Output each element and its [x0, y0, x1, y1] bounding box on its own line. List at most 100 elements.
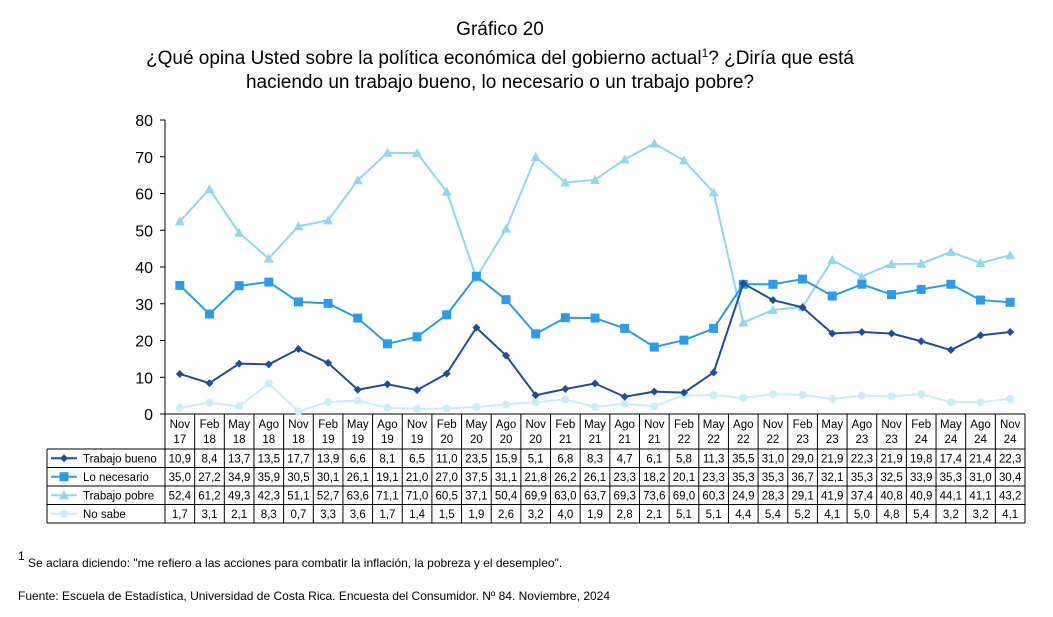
- data-point-lo-necesario: [827, 291, 837, 301]
- table-cell-no-sabe: 1,5: [439, 509, 455, 521]
- x-tick-label-month: Ago: [496, 419, 516, 431]
- table-cell-no-sabe: 3,1: [201, 509, 217, 521]
- x-tick-label-month: Nov: [881, 419, 902, 431]
- footnote-marker: 1: [701, 46, 709, 60]
- x-tick-label-year: 22: [678, 434, 691, 446]
- chart-subtitle-line-2: haciendo un trabajo bueno, lo necesario …: [245, 72, 755, 93]
- data-point-trabajo-bueno: [264, 360, 273, 369]
- data-point-lo-necesario: [234, 281, 244, 291]
- x-tick-label-year: 19: [322, 434, 335, 446]
- x-tick-label-year: 23: [796, 434, 809, 446]
- table-cell-lo-necesario: 26,2: [554, 472, 576, 484]
- data-point-trabajo-pobre: [827, 255, 838, 265]
- table-cell-no-sabe: 3,2: [943, 509, 959, 521]
- data-point-no-sabe: [205, 398, 214, 407]
- data-point-trabajo-bueno: [531, 391, 540, 400]
- x-tick-label-month: Ago: [377, 419, 397, 431]
- x-tick-label-month: May: [466, 419, 488, 431]
- data-point-no-sabe: [324, 397, 333, 406]
- table-cell-trabajo-pobre: 69,9: [524, 490, 546, 502]
- chart-subtitle-line-1: ¿Qué opina Usted sobre la política econó…: [0, 47, 1000, 70]
- data-point-no-sabe: [768, 390, 777, 399]
- table-cell-trabajo-pobre: 28,3: [762, 490, 784, 502]
- data-point-lo-necesario: [560, 313, 570, 323]
- x-tick-label-year: 20: [529, 434, 542, 446]
- table-cell-lo-necesario: 34,9: [228, 472, 250, 484]
- table-cell-trabajo-bueno: 5,8: [676, 453, 692, 465]
- data-point-no-sabe: [650, 402, 659, 411]
- table-cell-no-sabe: 2,1: [231, 509, 247, 521]
- table-cell-trabajo-pobre: 50,4: [495, 490, 518, 502]
- table-cell-lo-necesario: 19,1: [376, 472, 398, 484]
- x-tick-label-year: 20: [500, 434, 513, 446]
- data-point-trabajo-pobre: [916, 258, 927, 268]
- table-cell-no-sabe: 5,1: [676, 509, 692, 521]
- data-point-no-sabe: [887, 392, 896, 401]
- table-cell-trabajo-bueno: 22,3: [851, 453, 873, 465]
- table-cell-lo-necesario: 20,1: [673, 472, 695, 484]
- table-cell-trabajo-pobre: 73,6: [643, 490, 665, 502]
- x-tick-label-month: Nov: [407, 419, 428, 431]
- table-cell-no-sabe: 3,2: [528, 509, 544, 521]
- x-tick-label-month: Nov: [525, 419, 546, 431]
- table-cell-no-sabe: 2,6: [498, 509, 514, 521]
- x-tick-label-year: 20: [440, 434, 453, 446]
- data-point-trabajo-bueno: [205, 379, 214, 388]
- data-point-trabajo-bueno: [620, 392, 629, 401]
- legend-label-trabajo-pobre: Trabajo pobre: [83, 490, 154, 502]
- x-tick-label-month: Nov: [170, 419, 191, 431]
- y-tick-label: 30: [135, 297, 153, 314]
- data-point-lo-necesario: [946, 279, 956, 289]
- table-cell-lo-necesario: 35,0: [169, 472, 191, 484]
- data-point-trabajo-bueno: [442, 369, 451, 378]
- table-cell-no-sabe: 1,7: [172, 509, 188, 521]
- table-cell-lo-necesario: 26,1: [584, 472, 606, 484]
- x-tick-label-month: Feb: [793, 419, 813, 431]
- table-cell-trabajo-bueno: 19,8: [910, 453, 932, 465]
- data-point-lo-necesario: [916, 284, 926, 294]
- data-point-trabajo-pobre: [649, 138, 660, 148]
- table-cell-trabajo-pobre: 52,7: [317, 490, 339, 502]
- table-cell-trabajo-bueno: 6,5: [409, 453, 425, 465]
- legend-label-trabajo-bueno: Trabajo bueno: [83, 453, 157, 465]
- x-tick-label-month: Feb: [437, 419, 457, 431]
- data-point-lo-necesario: [679, 335, 689, 345]
- data-point-trabajo-pobre: [619, 154, 630, 164]
- table-cell-trabajo-bueno: 11,3: [703, 453, 725, 465]
- footnote-number: 1: [18, 549, 25, 563]
- data-point-trabajo-bueno: [413, 386, 422, 395]
- data-point-trabajo-bueno: [502, 351, 511, 360]
- table-cell-trabajo-pobre: 60,5: [436, 490, 458, 502]
- table-cell-trabajo-bueno: 17,7: [287, 453, 309, 465]
- x-tick-label-month: May: [228, 419, 250, 431]
- table-cell-lo-necesario: 36,7: [791, 472, 813, 484]
- subtitle-text-rest: ? ¿Diría que está: [708, 48, 854, 69]
- data-point-trabajo-bueno: [739, 279, 748, 288]
- table-cell-trabajo-pobre: 29,1: [791, 490, 813, 502]
- y-tick-label: 80: [135, 113, 153, 130]
- table-cell-lo-necesario: 30,4: [999, 472, 1022, 484]
- x-tick-label-year: 21: [589, 434, 602, 446]
- table-cell-lo-necesario: 27,0: [436, 472, 458, 484]
- y-tick-label: 40: [135, 260, 153, 277]
- table-cell-lo-necesario: 35,3: [732, 472, 754, 484]
- table-cell-no-sabe: 4,4: [735, 509, 752, 521]
- y-tick-label: 50: [135, 223, 153, 240]
- footnote: 1 Se aclara diciendo: "me refiero a las …: [18, 550, 562, 570]
- x-tick-label-year: 18: [262, 434, 275, 446]
- data-point-trabajo-bueno: [1006, 328, 1015, 337]
- data-point-trabajo-bueno: [383, 380, 392, 389]
- table-cell-no-sabe: 5,2: [795, 509, 811, 521]
- table-cell-lo-necesario: 18,2: [643, 472, 665, 484]
- x-tick-label-year: 19: [351, 434, 364, 446]
- data-point-trabajo-pobre: [263, 253, 274, 263]
- data-point-lo-necesario: [264, 277, 274, 287]
- x-tick-label-year: 22: [707, 434, 720, 446]
- data-point-lo-necesario: [649, 342, 659, 352]
- table-cell-no-sabe: 2,8: [617, 509, 633, 521]
- table-cell-lo-necesario: 23,3: [613, 472, 635, 484]
- legend-label-lo-necesario: Lo necesario: [83, 472, 149, 484]
- table-cell-trabajo-pobre: 40,9: [910, 490, 932, 502]
- data-point-lo-necesario: [175, 280, 185, 290]
- x-tick-label-month: Nov: [1000, 419, 1021, 431]
